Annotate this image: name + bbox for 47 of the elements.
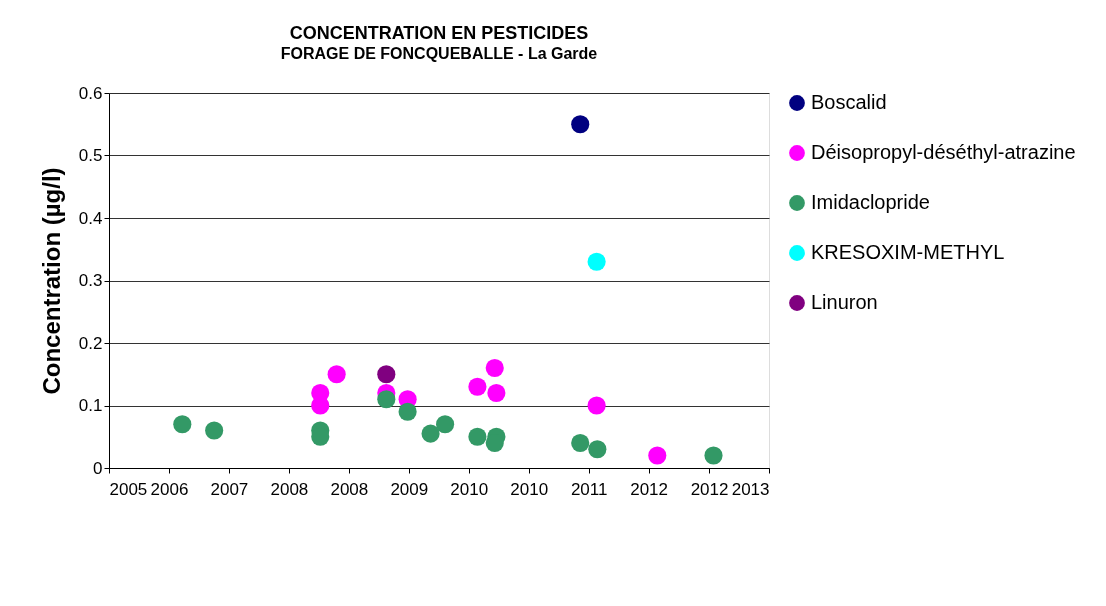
y-tick-label: 0.3 bbox=[78, 271, 103, 290]
point bbox=[421, 424, 440, 443]
x-tick-label: 2005 bbox=[109, 479, 148, 499]
legend-label: Imidaclopride bbox=[811, 191, 930, 213]
point bbox=[205, 421, 224, 440]
x-tick-label: 2008 bbox=[270, 479, 309, 499]
point bbox=[571, 433, 590, 453]
point bbox=[436, 415, 455, 434]
point bbox=[468, 427, 487, 446]
chart-title: CONCENTRATION EN PESTICIDES bbox=[289, 23, 589, 43]
point bbox=[377, 365, 396, 384]
point bbox=[704, 446, 723, 465]
point bbox=[485, 358, 504, 378]
legend-label: Boscalid bbox=[811, 91, 887, 113]
point bbox=[377, 390, 396, 409]
point bbox=[468, 377, 487, 396]
x-tick-label: 2008 bbox=[330, 479, 369, 499]
legend-label: Déisopropyl-déséthyl-atrazine bbox=[811, 141, 1076, 163]
legend-label: Linuron bbox=[811, 291, 878, 313]
x-tick-label: 2011 bbox=[570, 479, 608, 499]
x-tick-label: 2007 bbox=[210, 479, 249, 499]
point bbox=[648, 446, 667, 465]
x-tick-label: 2009 bbox=[390, 479, 429, 499]
x-tick-label: 2010 bbox=[510, 479, 549, 499]
x-tick-label: 2012 bbox=[690, 479, 729, 499]
y-tick-label: 0.2 bbox=[78, 333, 103, 353]
y-tick-label: 0.1 bbox=[78, 396, 103, 415]
y-tick-label: 0.5 bbox=[78, 146, 103, 165]
y-tick-label: 0 bbox=[93, 458, 103, 478]
x-tick-label: 2012 bbox=[630, 479, 669, 499]
point bbox=[588, 440, 607, 459]
point bbox=[173, 415, 192, 434]
point bbox=[398, 402, 417, 421]
point bbox=[587, 396, 606, 415]
point bbox=[487, 383, 506, 403]
point bbox=[571, 115, 590, 134]
x-tick-label: 2006 bbox=[150, 479, 189, 499]
y-axis-title: Concentration (µg/l) bbox=[37, 167, 65, 395]
point bbox=[327, 365, 346, 384]
y-tick-label: 0.4 bbox=[78, 208, 103, 228]
y-tick-label: 0.6 bbox=[78, 83, 103, 103]
point bbox=[485, 433, 504, 453]
legend-label: KRESOXIM-METHYL bbox=[811, 241, 1005, 263]
point bbox=[587, 252, 606, 271]
x-tick-label: 2013 bbox=[731, 479, 770, 499]
chart-subtitle: FORAGE DE FONCQUEBALLE - La Garde bbox=[280, 45, 598, 62]
x-tick-label: 2010 bbox=[450, 479, 489, 499]
